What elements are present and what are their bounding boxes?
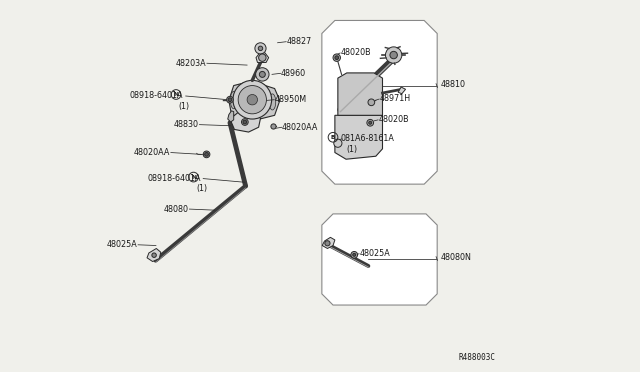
Circle shape <box>243 120 246 124</box>
Ellipse shape <box>230 92 237 109</box>
Circle shape <box>227 96 234 103</box>
Text: 48020B: 48020B <box>340 48 371 57</box>
Circle shape <box>333 54 340 61</box>
Text: 48025A: 48025A <box>360 249 390 258</box>
Circle shape <box>255 43 266 54</box>
Text: 08918-6401A: 08918-6401A <box>130 92 183 100</box>
Polygon shape <box>147 248 161 262</box>
Text: 48971H: 48971H <box>380 94 411 103</box>
Circle shape <box>259 54 266 61</box>
Circle shape <box>390 51 397 59</box>
Ellipse shape <box>269 94 276 110</box>
Circle shape <box>255 68 269 81</box>
Text: (1): (1) <box>347 145 358 154</box>
Circle shape <box>353 253 356 256</box>
Text: 48203A: 48203A <box>176 59 207 68</box>
Text: 48020AA: 48020AA <box>282 123 319 132</box>
Text: 48810: 48810 <box>441 80 466 89</box>
Polygon shape <box>335 115 383 159</box>
Circle shape <box>205 153 209 156</box>
Circle shape <box>368 99 374 106</box>
Circle shape <box>152 253 156 257</box>
Circle shape <box>233 80 271 119</box>
Circle shape <box>334 139 342 147</box>
Circle shape <box>259 71 266 77</box>
Polygon shape <box>229 81 280 121</box>
Polygon shape <box>230 111 260 132</box>
Ellipse shape <box>259 93 266 110</box>
Circle shape <box>203 151 210 158</box>
Text: 081A6-8161A: 081A6-8161A <box>340 134 394 143</box>
Circle shape <box>335 56 339 60</box>
Text: R488003C: R488003C <box>459 353 495 362</box>
Text: 48960: 48960 <box>281 69 306 78</box>
Text: 48025A: 48025A <box>107 240 138 249</box>
Polygon shape <box>322 237 335 248</box>
Polygon shape <box>322 20 437 184</box>
Text: N: N <box>191 174 196 180</box>
Text: (1): (1) <box>179 102 190 111</box>
Polygon shape <box>256 53 269 62</box>
Text: 48950M: 48950M <box>275 95 307 104</box>
Polygon shape <box>338 73 383 115</box>
Text: 48080N: 48080N <box>441 253 472 262</box>
Text: 48080: 48080 <box>164 205 189 214</box>
Circle shape <box>351 251 358 258</box>
Circle shape <box>238 86 266 114</box>
Text: B: B <box>331 135 335 140</box>
Text: 08918-6401A: 08918-6401A <box>147 174 200 183</box>
Circle shape <box>385 47 402 63</box>
Circle shape <box>271 124 276 129</box>
Text: 48827: 48827 <box>287 37 312 46</box>
Circle shape <box>247 94 257 105</box>
Ellipse shape <box>240 92 246 109</box>
Circle shape <box>228 98 232 102</box>
Circle shape <box>367 119 374 126</box>
Text: 48830: 48830 <box>174 120 199 129</box>
Text: 48020AA: 48020AA <box>134 148 170 157</box>
Text: (1): (1) <box>196 185 207 193</box>
Text: 48020B: 48020B <box>378 115 409 124</box>
Polygon shape <box>398 87 406 94</box>
Circle shape <box>259 46 262 51</box>
Circle shape <box>325 241 330 246</box>
Text: N: N <box>173 92 179 97</box>
Circle shape <box>369 121 372 124</box>
Polygon shape <box>228 111 234 122</box>
Ellipse shape <box>250 93 257 109</box>
Polygon shape <box>322 214 437 305</box>
Circle shape <box>241 119 248 125</box>
